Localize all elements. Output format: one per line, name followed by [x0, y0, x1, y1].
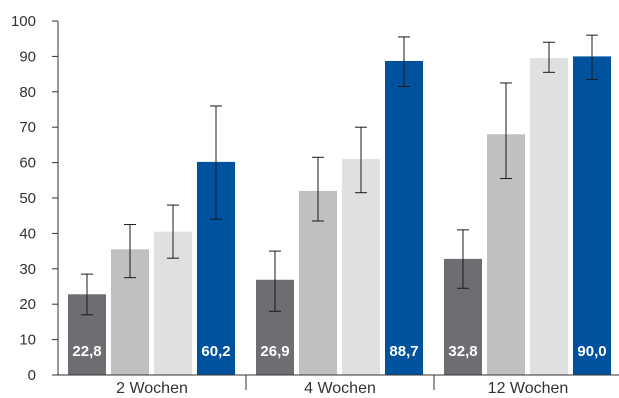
y-tick-label: 20	[19, 296, 36, 313]
bar	[342, 159, 380, 375]
bar-value-label: 26,9	[260, 343, 289, 360]
x-category-label: 2 Wochen	[116, 380, 188, 397]
bars	[68, 56, 611, 376]
y-tick-label: 0	[28, 367, 36, 384]
data-labels: 22,8 26,9 32,8 60,2 88,7 90,0	[72, 343, 606, 360]
y-tick-label: 50	[19, 190, 36, 207]
bar-value-label: 88,7	[389, 343, 418, 360]
y-axis: 0 10 20 30 40 50 60 70 80 90 100	[11, 13, 59, 384]
y-tick-label: 80	[19, 84, 36, 101]
error-bars	[81, 34, 598, 316]
y-tick-label: 100	[11, 13, 36, 30]
y-tick-label: 30	[19, 261, 36, 278]
bar	[385, 61, 423, 375]
bar	[299, 190, 337, 375]
bar-value-label: 90,0	[577, 343, 606, 360]
x-axis: 2 Wochen 4 Wochen 12 Wochen	[58, 374, 619, 397]
bar-value-label: 22,8	[72, 343, 101, 360]
bar-value-label: 32,8	[448, 343, 477, 360]
y-tick-label: 60	[19, 155, 36, 172]
bar	[530, 58, 568, 376]
y-tick-label: 10	[19, 332, 36, 349]
x-category-label: 12 Wochen	[488, 380, 569, 397]
y-tick-label: 40	[19, 225, 36, 242]
y-tick-label: 90	[19, 48, 36, 65]
bar	[573, 56, 611, 376]
x-category-label: 4 Wochen	[304, 380, 376, 397]
bar-value-label: 60,2	[201, 343, 230, 360]
y-tick-label: 70	[19, 119, 36, 136]
